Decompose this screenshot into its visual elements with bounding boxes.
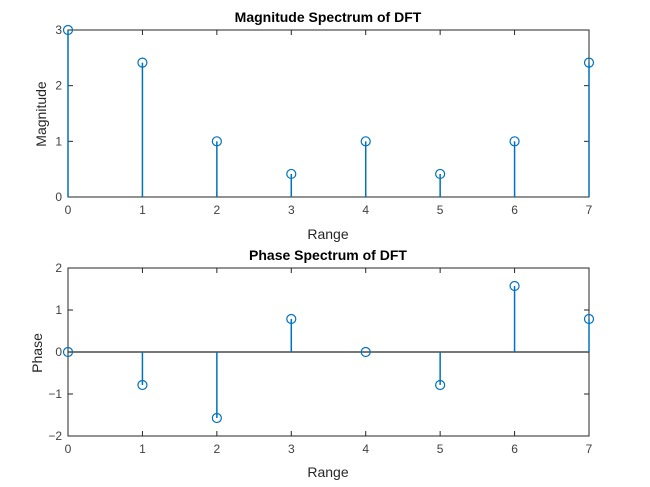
- phase-ytick-label: 0: [55, 345, 62, 359]
- phase-marker: [286, 313, 297, 325]
- phase-xtick-label: 6: [511, 442, 518, 456]
- magnitude-ylabel: Magnitude: [33, 81, 49, 147]
- magnitude-ytick-label: 0: [55, 190, 62, 204]
- phase-xtick-label: 4: [362, 442, 369, 456]
- magnitude-xlabel: Range: [307, 226, 348, 242]
- magnitude-ytick-label: 1: [55, 134, 62, 148]
- phase-xtick-label: 1: [139, 442, 146, 456]
- magnitude-title: Magnitude Spectrum of DFT: [235, 9, 422, 25]
- magnitude-marker: [435, 168, 446, 180]
- magnitude-marker: [62, 24, 74, 36]
- magnitude-xtick-label: 3: [288, 203, 295, 217]
- magnitude-marker: [211, 136, 222, 147]
- phase-xtick-label: 0: [65, 442, 72, 456]
- phase-marker: [360, 346, 371, 358]
- phase-xtick-label: 2: [214, 442, 221, 456]
- phase-marker: [509, 280, 520, 292]
- phase-ytick-label: −2: [48, 429, 62, 443]
- magnitude-marker: [137, 57, 148, 68]
- magnitude-ytick-label: 3: [55, 23, 62, 37]
- phase-title: Phase Spectrum of DFT: [249, 247, 407, 263]
- magnitude-marker: [583, 57, 595, 68]
- magnitude-xtick-label: 7: [586, 203, 593, 217]
- phase-xtick-label: 7: [586, 442, 593, 456]
- phase-marker: [211, 412, 222, 424]
- magnitude-marker: [509, 136, 520, 147]
- phase-ylabel: Phase: [29, 333, 45, 373]
- magnitude-marker: [286, 168, 297, 180]
- magnitude-xtick-label: 5: [437, 203, 444, 217]
- phase-ytick-label: −1: [48, 387, 62, 401]
- magnitude-xtick-label: 0: [65, 203, 72, 217]
- phase-xtick-label: 3: [288, 442, 295, 456]
- phase-marker: [137, 379, 148, 391]
- phase-ytick-label: 2: [55, 261, 62, 275]
- phase-marker: [435, 379, 446, 391]
- phase-axes: Phase Spectrum of DFT Range Phase 0 1 2 3 4 5…: [29, 247, 595, 480]
- magnitude-axes: Magnitude Spectrum of DFT Range Magnitud…: [33, 9, 595, 242]
- magnitude-ytick-label: 2: [55, 79, 62, 93]
- magnitude-marker: [360, 136, 371, 147]
- magnitude-xtick-label: 1: [139, 203, 146, 217]
- phase-marker: [62, 346, 74, 358]
- magnitude-xtick-label: 2: [214, 203, 221, 217]
- magnitude-xtick-label: 4: [362, 203, 369, 217]
- magnitude-xtick-label: 6: [511, 203, 518, 217]
- magnitude-axes-box: [67, 29, 590, 198]
- phase-xtick-label: 5: [437, 442, 444, 456]
- phase-xlabel: Range: [307, 464, 348, 480]
- phase-ytick-label: 1: [55, 303, 62, 317]
- phase-marker: [583, 313, 595, 325]
